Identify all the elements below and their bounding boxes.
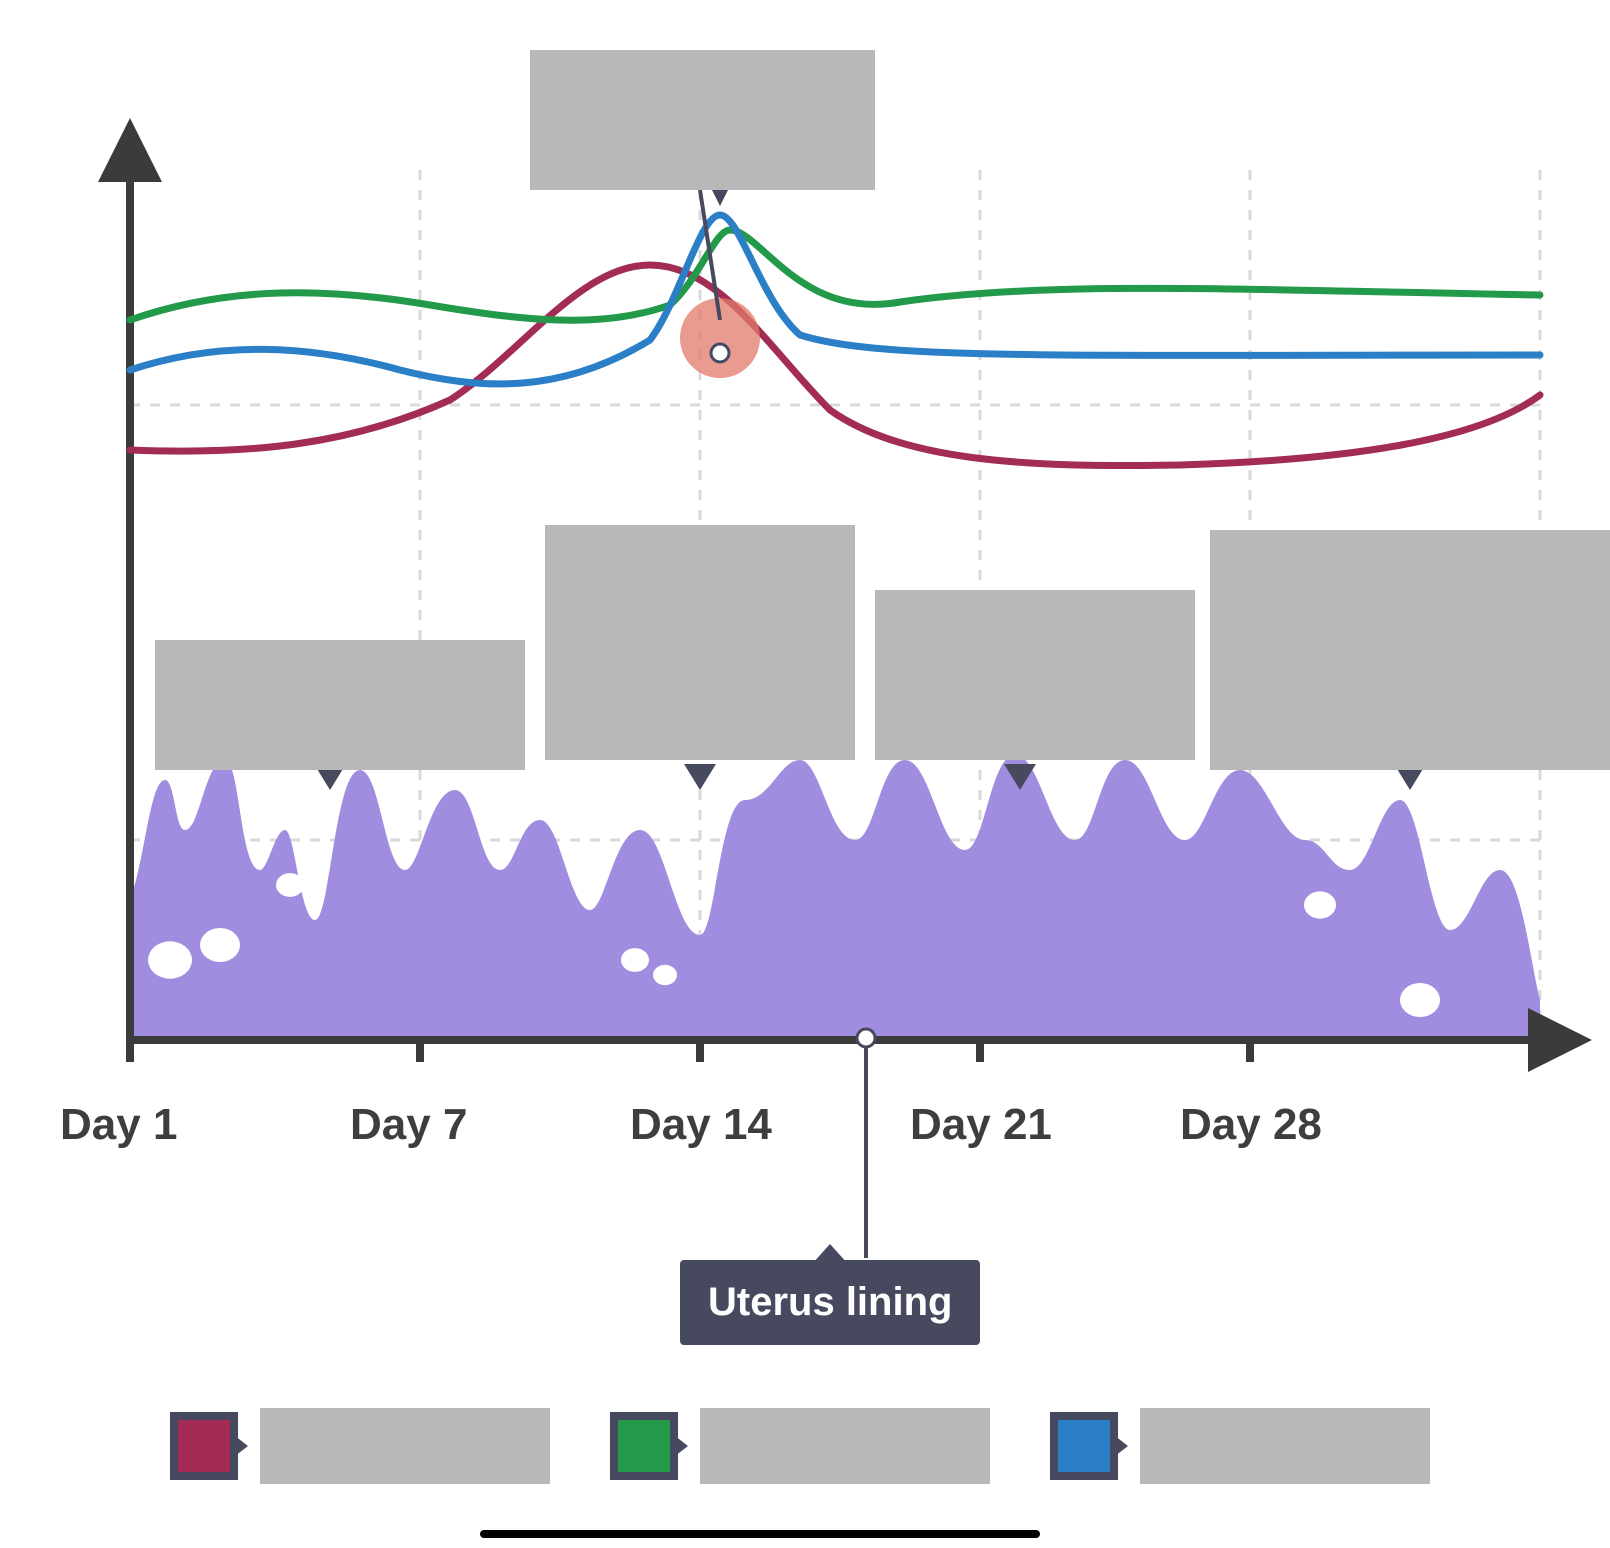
legend-swatch	[610, 1412, 678, 1480]
legend-swatch	[1050, 1412, 1118, 1480]
legend-item	[170, 1408, 550, 1484]
legend-label-blank[interactable]	[700, 1408, 990, 1484]
legend-label-blank[interactable]	[1140, 1408, 1430, 1484]
legend-label-blank[interactable]	[260, 1408, 550, 1484]
x-axis-label: Day 14	[630, 1100, 772, 1150]
phase-pointer-icon	[684, 764, 716, 790]
x-axis-label: Day 28	[1180, 1100, 1322, 1150]
blank-label-phase-4[interactable]	[1210, 530, 1610, 770]
x-axis-label: Day 21	[910, 1100, 1052, 1150]
uterus-lining-area	[130, 755, 1540, 1038]
legend-swatch	[170, 1412, 238, 1480]
x-axis-label: Day 1	[60, 1100, 177, 1150]
blank-label-phase-1[interactable]	[155, 640, 525, 770]
hormone-line-green	[130, 230, 1540, 320]
legend-item	[610, 1408, 990, 1484]
blank-label-phase-3[interactable]	[875, 590, 1195, 760]
legend-item	[1050, 1408, 1430, 1484]
hormone-lines	[130, 215, 1540, 466]
home-indicator	[480, 1530, 1040, 1538]
legend	[170, 1408, 1430, 1484]
callout-leaders	[857, 1029, 875, 1258]
x-axis-label: Day 7	[350, 1100, 467, 1150]
blank-label-top-callout[interactable]	[530, 50, 875, 190]
blank-label-phase-2[interactable]	[545, 525, 855, 760]
uterus-lining-callout: Uterus lining	[680, 1260, 980, 1345]
